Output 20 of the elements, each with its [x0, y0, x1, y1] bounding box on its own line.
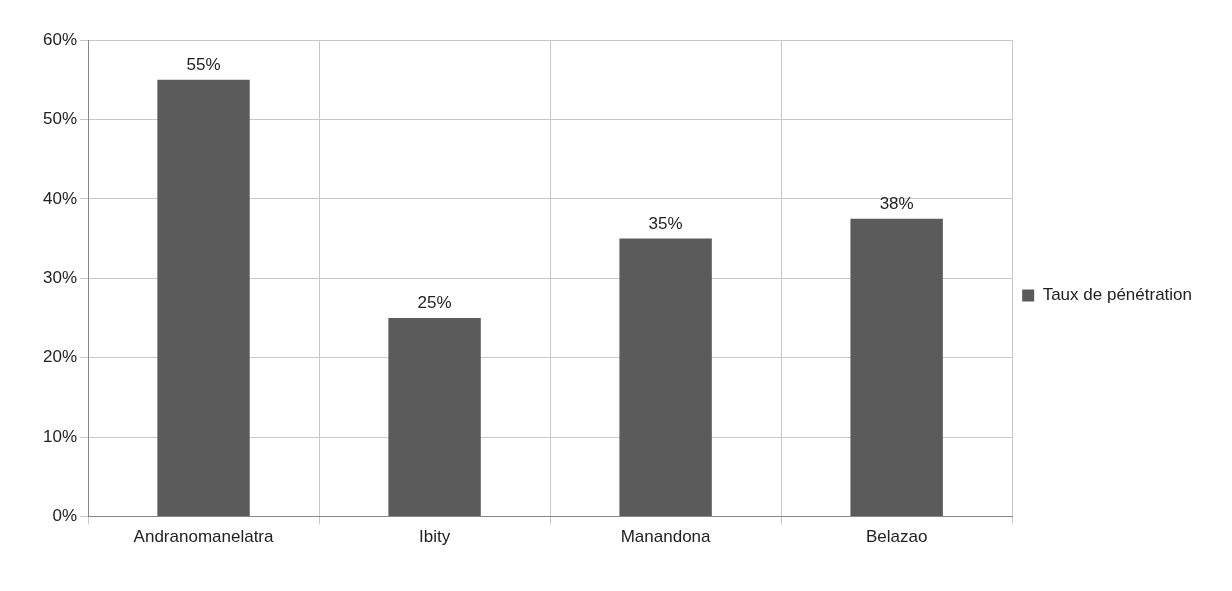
x-tick-label: Manandona — [620, 527, 712, 547]
data-label: 35% — [648, 213, 683, 233]
data-label: 55% — [186, 54, 221, 74]
legend-label: Taux de pénétration — [1042, 285, 1193, 305]
x-tick-label: Belazao — [865, 527, 928, 547]
y-tick-label: 20% — [42, 347, 78, 367]
bar — [850, 218, 943, 517]
data-label: 25% — [417, 293, 452, 313]
bar — [388, 318, 481, 517]
y-tick-label: 0% — [52, 506, 78, 526]
bar — [619, 238, 712, 517]
x-tick-label: Andranomanelatra — [133, 527, 275, 547]
y-tick-label: 50% — [42, 109, 78, 129]
data-label: 38% — [879, 193, 914, 213]
y-tick-label: 40% — [42, 188, 78, 208]
y-tick-label: 60% — [42, 29, 78, 49]
y-tick-label: 30% — [42, 267, 78, 287]
y-tick-label: 10% — [42, 426, 78, 446]
bar — [157, 79, 250, 517]
x-tick-label: Ibity — [418, 527, 451, 547]
